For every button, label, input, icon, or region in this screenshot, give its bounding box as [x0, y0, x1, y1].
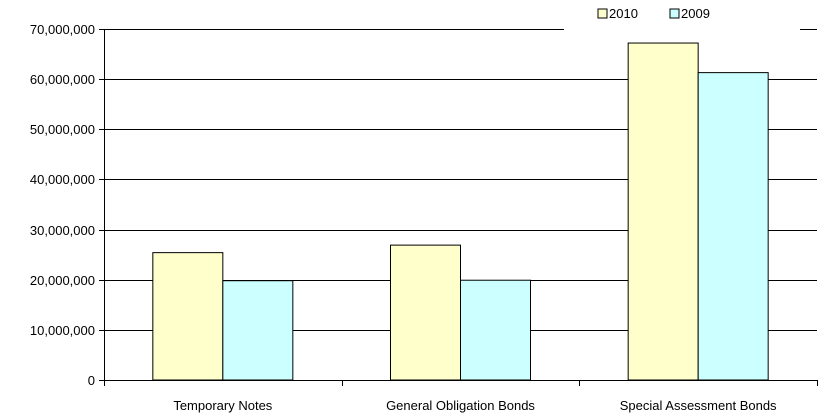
bar-2009-3	[697, 72, 769, 381]
y-tick-label: 10,000,000	[30, 323, 95, 338]
x-tick-label: Special Assessment Bonds	[620, 398, 777, 413]
legend-swatch-2010	[597, 8, 608, 19]
y-axis: 0 10,000,000 20,000,000 30,000,000 40,000,00…	[30, 22, 105, 388]
y-tick-label: 30,000,000	[30, 223, 95, 238]
bars	[152, 42, 769, 381]
bar-2009-2	[460, 279, 531, 381]
legend: 2010 2009	[564, 0, 800, 34]
bar-2010-2	[390, 244, 461, 381]
y-tick-label: 0	[88, 373, 95, 388]
x-tick-label: General Obligation Bonds	[386, 398, 535, 413]
legend-label-2009: 2009	[681, 6, 710, 21]
y-tick-label: 50,000,000	[30, 122, 95, 137]
legend-label-2010: 2010	[609, 6, 638, 21]
y-tick-label: 60,000,000	[30, 72, 95, 87]
bar-2009-1	[222, 280, 294, 381]
x-axis: Temporary Notes General Obligation Bonds S…	[104, 380, 818, 413]
y-tick-label: 20,000,000	[30, 273, 95, 288]
y-tick-label: 70,000,000	[30, 22, 95, 37]
bar-2010-3	[627, 42, 699, 381]
x-tick-label: Temporary Notes	[173, 398, 272, 413]
legend-swatch-2009	[669, 8, 680, 19]
bar-2010-1	[152, 252, 224, 381]
y-tick-label: 40,000,000	[30, 172, 95, 187]
